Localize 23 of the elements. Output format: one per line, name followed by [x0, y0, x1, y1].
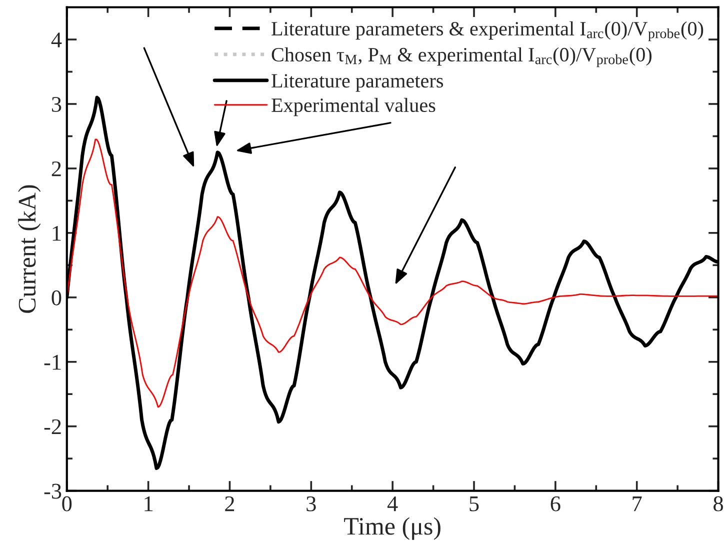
y-tick-label: -2: [44, 419, 61, 434]
x-tick-label: 2: [225, 496, 234, 512]
y-tick-label: 1: [52, 226, 61, 241]
x-tick-label: 8: [714, 496, 723, 512]
x-tick-label: 6: [550, 496, 560, 512]
legend-label: Experimental values: [272, 98, 436, 116]
y-tick-label: 4: [51, 32, 62, 48]
text: Chosen τ$_{M}$, P$_{M}$ & experimental I$_{arc}$(0)/V$_{probe}$(0): [272, 47, 652, 68]
x-tick-label: 5: [470, 496, 479, 512]
y-axis-title: Current (kA): [18, 185, 41, 313]
x-tick-label: 7: [632, 496, 642, 512]
x-tick-label: 1: [144, 496, 153, 512]
y-tick-label: 0: [52, 290, 62, 306]
y-tick-label: -1: [44, 354, 61, 370]
y-tick-label: 3: [52, 96, 62, 112]
x-axis-title: Time (μs): [344, 517, 440, 540]
x-tick-label: 3: [306, 496, 316, 512]
x-tick-label: 0: [62, 496, 72, 512]
legend-label: Literature parameters: [272, 74, 444, 92]
x-tick-label: 4: [387, 496, 398, 512]
legend-label: Literature parameters & experimental I$_{arc}$(0)/V$_{probe}$(0): [272, 21, 704, 42]
y-tick-label: -3: [44, 484, 62, 499]
y-tick-label: 2: [52, 161, 61, 176]
